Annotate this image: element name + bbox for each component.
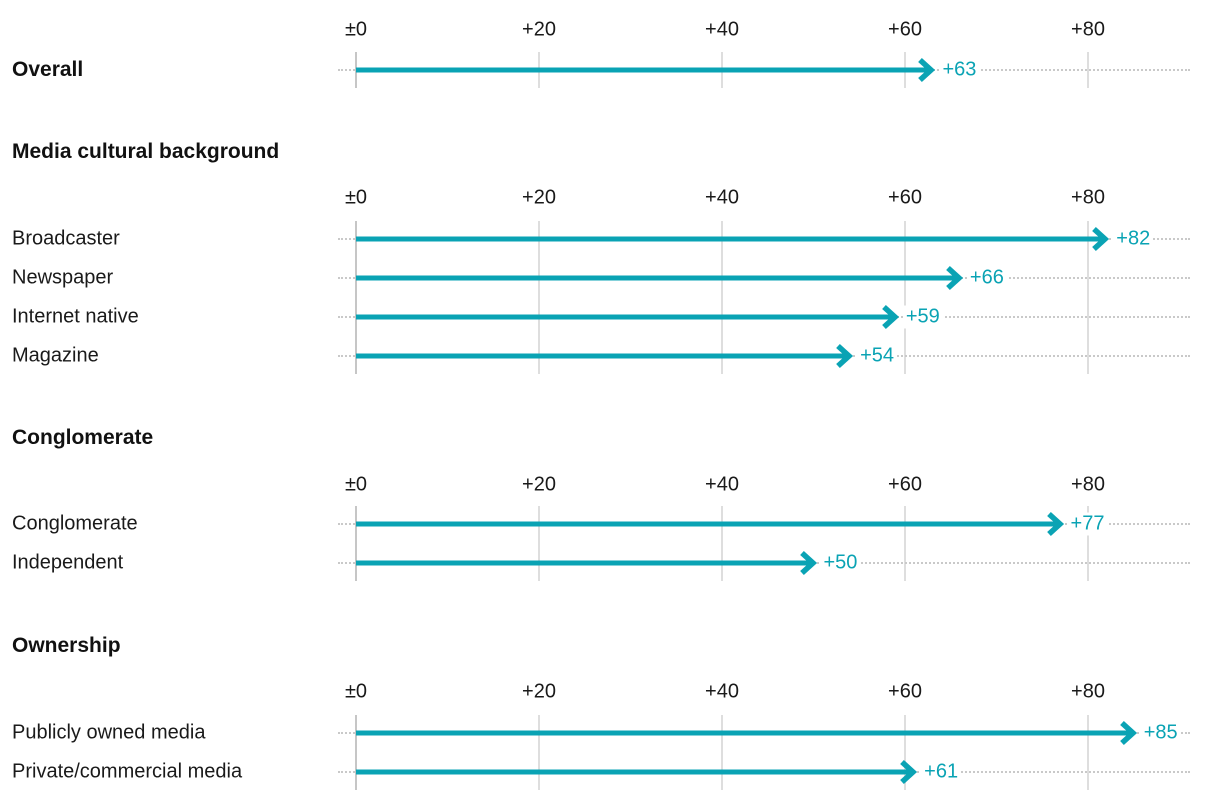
bar	[356, 314, 891, 320]
axis-tick-label: +40	[705, 18, 739, 41]
value-label: +85	[1140, 721, 1181, 745]
axis-tick-label: +80	[1071, 680, 1105, 703]
arrowhead-icon	[797, 549, 819, 582]
bar	[356, 236, 1102, 242]
gridline	[1087, 221, 1089, 374]
axis-tick-label: +60	[888, 186, 922, 209]
axis-tick-label: +20	[522, 18, 556, 41]
row-label: Internet native	[12, 305, 139, 328]
section-title: Media cultural background	[12, 140, 280, 163]
row-label: Private/commercial media	[12, 760, 243, 783]
bar	[356, 275, 955, 281]
axis-tick-label: +60	[888, 473, 922, 496]
arrowhead-icon	[1044, 510, 1066, 543]
row-label: Newspaper	[12, 266, 114, 289]
gridline	[904, 715, 906, 790]
gridline	[538, 506, 540, 581]
axis-tick-label: +80	[1071, 186, 1105, 209]
value-label: +59	[902, 305, 943, 329]
zero-gridline	[355, 221, 357, 374]
row-label: Conglomerate	[12, 512, 138, 535]
bar	[356, 67, 928, 73]
gridline	[721, 221, 723, 374]
gridline	[538, 715, 540, 790]
row-label: Overall	[12, 58, 84, 81]
value-label: +50	[820, 551, 861, 575]
gridline	[538, 221, 540, 374]
bar	[356, 521, 1056, 527]
section-title: Ownership	[12, 634, 121, 657]
arrowhead-icon	[833, 342, 855, 375]
value-label: +77	[1067, 512, 1108, 536]
axis-tick-label: +60	[888, 18, 922, 41]
row-label: Publicly owned media	[12, 721, 206, 744]
arrowhead-icon	[1117, 719, 1139, 752]
axis-tick-label: +20	[522, 473, 556, 496]
bar	[356, 769, 910, 775]
axis-tick-label: +40	[705, 680, 739, 703]
gridline	[904, 221, 906, 374]
value-label: +66	[966, 266, 1007, 290]
axis-tick-label: ±0	[344, 473, 368, 496]
row-label: Broadcaster	[12, 227, 120, 250]
value-label: +54	[857, 344, 898, 368]
arrowhead-icon	[915, 56, 937, 89]
axis-tick-label: +60	[888, 680, 922, 703]
value-label: +63	[939, 58, 980, 82]
arrowhead-icon	[897, 758, 919, 791]
axis-tick-label: ±0	[344, 680, 368, 703]
zero-gridline	[355, 506, 357, 581]
row-label: Independent	[12, 551, 124, 574]
section-title: Conglomerate	[12, 426, 154, 449]
gridline	[1087, 715, 1089, 790]
arrowhead-icon	[943, 264, 965, 297]
axis-tick-label: ±0	[344, 18, 368, 41]
arrowhead-icon	[879, 303, 901, 336]
value-label: +61	[921, 760, 962, 784]
bar	[356, 560, 809, 566]
axis-tick-label: +80	[1071, 473, 1105, 496]
bar	[356, 353, 846, 359]
axis-tick-label: +20	[522, 680, 556, 703]
bar	[356, 730, 1129, 736]
axis-tick-label: +80	[1071, 18, 1105, 41]
gridline	[904, 506, 906, 581]
zero-gridline	[355, 715, 357, 790]
axis-tick-label: +20	[522, 186, 556, 209]
gridline	[1087, 506, 1089, 581]
axis-tick-label: +40	[705, 186, 739, 209]
gridline	[721, 715, 723, 790]
row-label: Magazine	[12, 344, 99, 367]
gridline	[721, 506, 723, 581]
axis-tick-label: +40	[705, 473, 739, 496]
axis-tick-label: ±0	[344, 186, 368, 209]
value-label: +82	[1113, 227, 1154, 251]
arrowhead-icon	[1089, 225, 1111, 258]
